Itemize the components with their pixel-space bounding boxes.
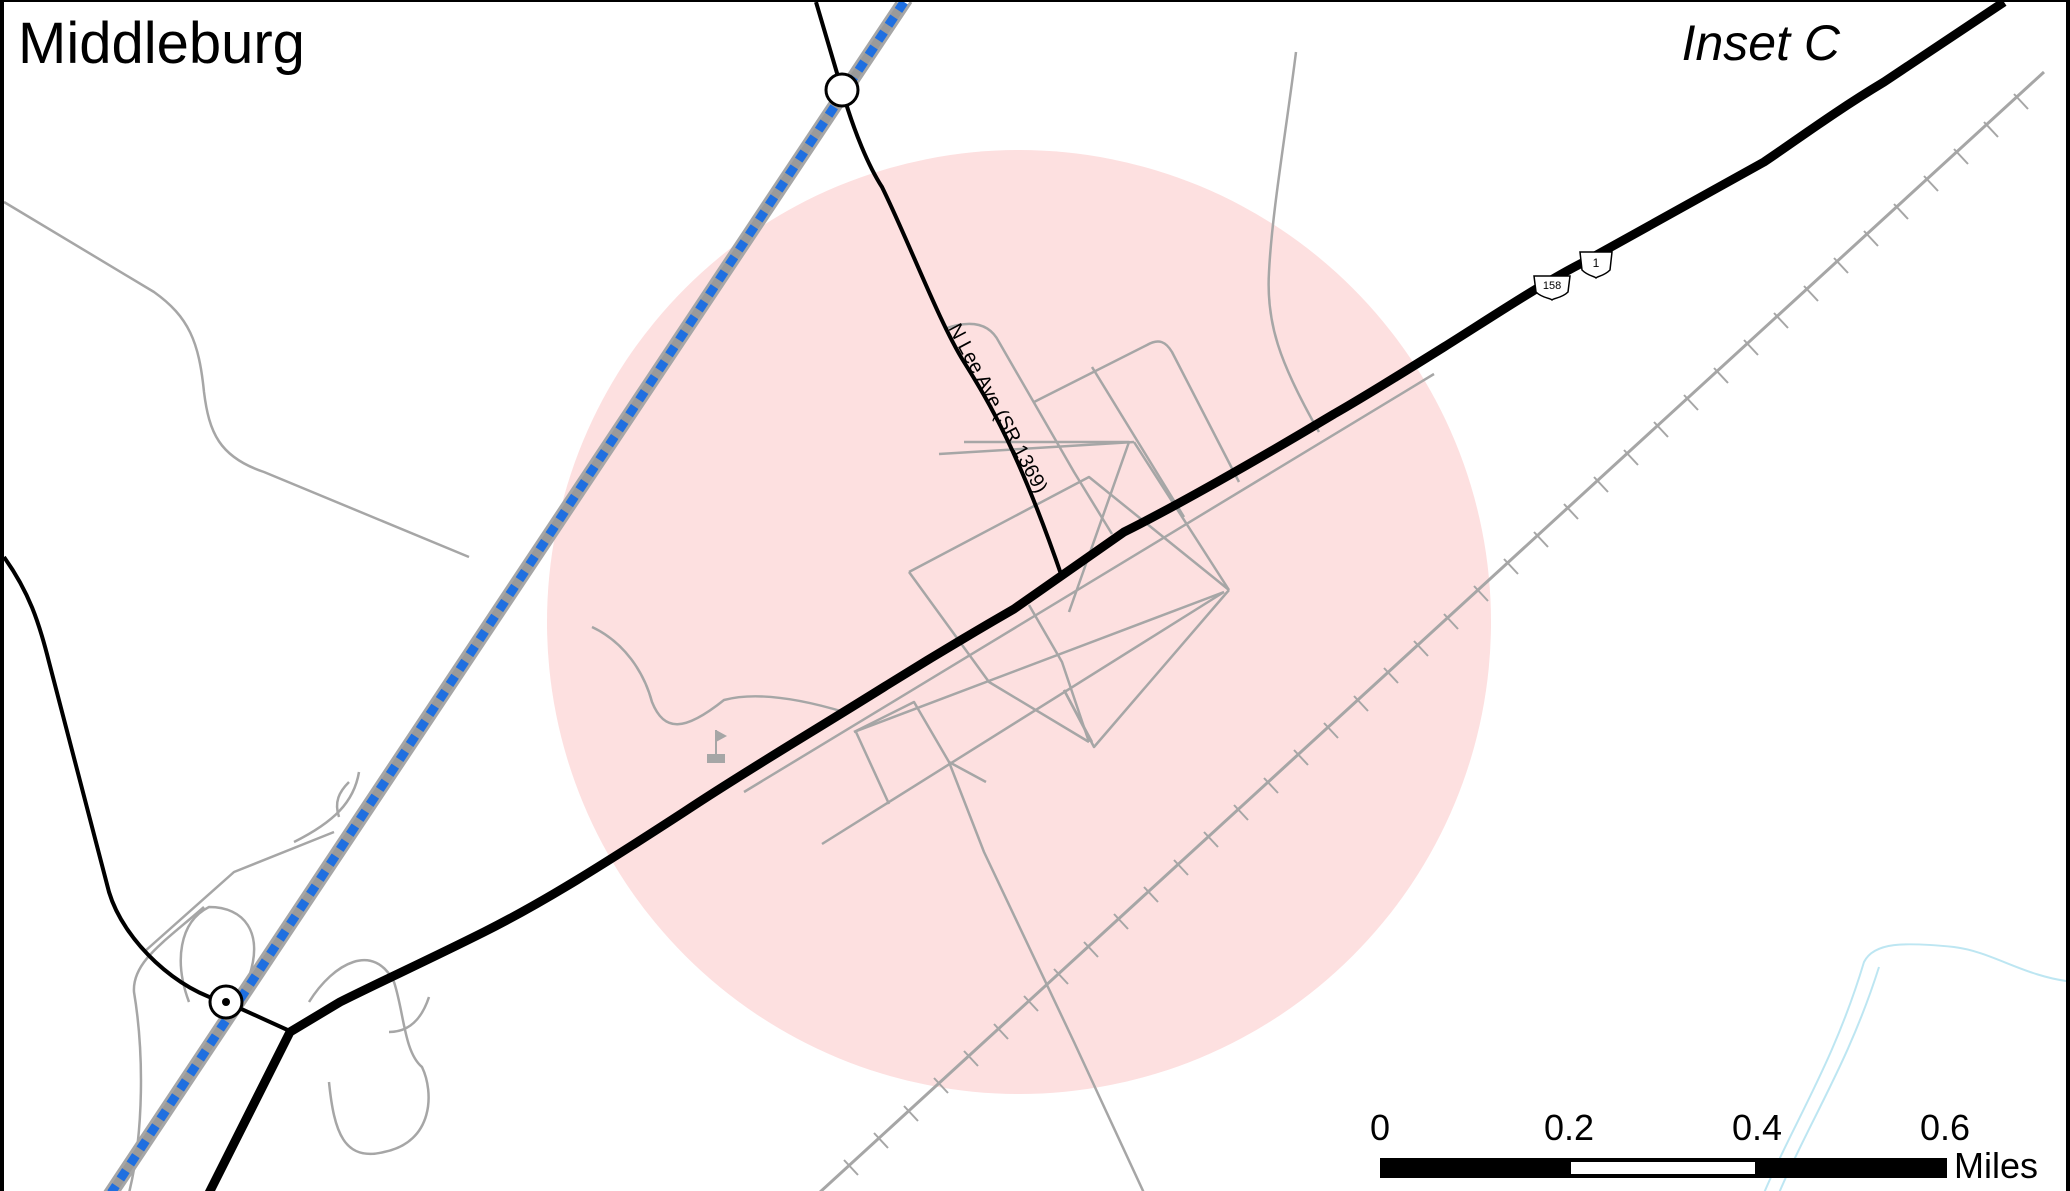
n-lee-ave-road xyxy=(814,2,1064,578)
us-route-158-shield-icon: 158 xyxy=(1533,275,1571,302)
route-1-shield-icon: 1 xyxy=(1579,251,1613,280)
town-buffer-circle xyxy=(547,150,1491,1094)
scale-bar xyxy=(1380,1158,1947,1178)
interchange-north[interactable] xyxy=(824,72,860,108)
interchange-south[interactable] xyxy=(208,984,244,1020)
scale-tick-0-6: 0.6 xyxy=(1920,1107,1971,1148)
scale-tick-0-4: 0.4 xyxy=(1732,1107,1783,1148)
scale-tick-0-2: 0.2 xyxy=(1544,1107,1595,1148)
scale-unit: Miles xyxy=(1954,1145,2039,1186)
town-title: Middleburg xyxy=(18,11,305,76)
us-route-158-number: 158 xyxy=(1543,280,1561,292)
minor-streets xyxy=(4,51,1435,1191)
map-canvas[interactable]: 158 1 N Lee Ave (SR 1369) xyxy=(4,2,2070,1191)
scale-tick-0: 0 xyxy=(1370,1107,1391,1148)
flag-icon xyxy=(707,730,727,763)
route-1-number: 1 xyxy=(1593,256,1600,270)
secondary-roads xyxy=(4,2,1064,1034)
railroad xyxy=(818,70,2046,1191)
inset-label: Inset C xyxy=(1681,15,1840,71)
interstate-highway xyxy=(103,2,913,1191)
